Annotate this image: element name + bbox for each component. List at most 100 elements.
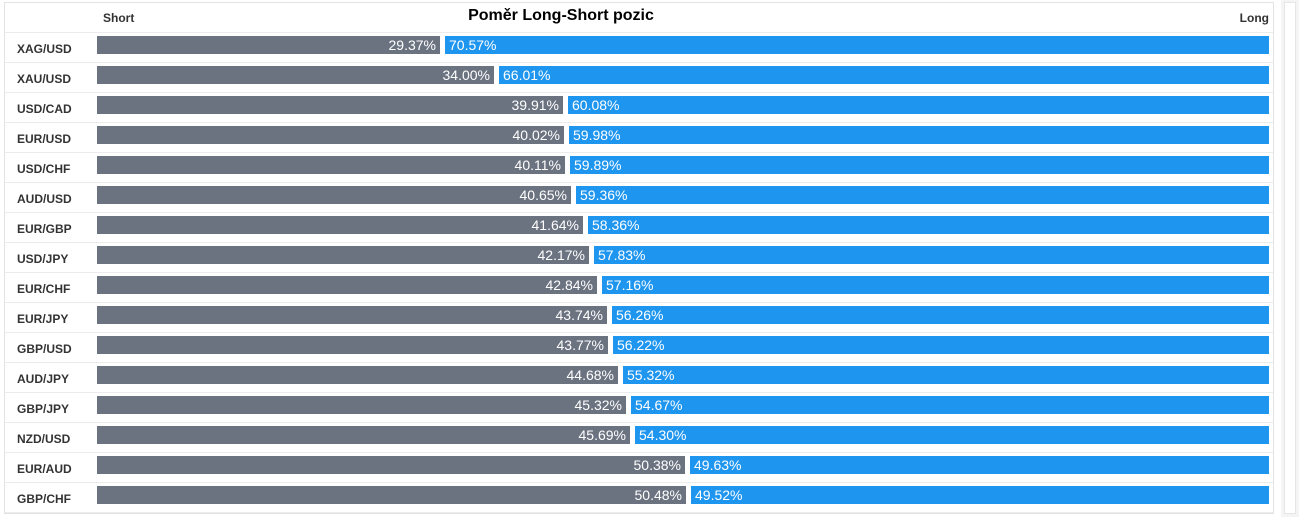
short-bar: 50.38% [97, 456, 685, 474]
short-value-label: 45.32% [574, 397, 622, 413]
vertical-scrollbar[interactable] [1281, 0, 1299, 517]
short-bar: 50.48% [97, 486, 686, 504]
category-label: EUR/USD [17, 132, 72, 146]
long-value-label: 60.08% [572, 97, 620, 113]
short-value-label: 50.48% [634, 487, 682, 503]
chart-row: GBP/JPY 45.32% 54.67% [5, 393, 1273, 423]
short-bar: 42.84% [97, 276, 597, 294]
short-bar: 29.37% [97, 36, 440, 54]
chart-title: Poměr Long-Short pozic [468, 7, 654, 24]
short-value-label: 40.02% [512, 127, 560, 143]
long-bar: 49.63% [690, 456, 1269, 474]
long-bar: 57.83% [594, 246, 1269, 264]
short-value-label: 42.84% [545, 277, 593, 293]
category-label: USD/CHF [17, 162, 71, 176]
chart-row: EUR/JPY 43.74% 56.26% [5, 303, 1273, 333]
long-bar: 57.16% [602, 276, 1269, 294]
short-value-label: 34.00% [442, 67, 490, 83]
long-value-label: 49.63% [694, 457, 742, 473]
long-bar: 49.52% [691, 486, 1269, 504]
chart-row: EUR/AUD 50.38% 49.63% [5, 453, 1273, 483]
long-value-label: 57.16% [606, 277, 654, 293]
long-axis-label: Long [1239, 11, 1269, 25]
short-bar: 45.69% [97, 426, 630, 444]
chart-row: USD/CHF 40.11% 59.89% [5, 153, 1273, 183]
chart-row: NZD/USD 45.69% 54.30% [5, 423, 1273, 453]
category-label: AUD/JPY [17, 372, 70, 386]
short-value-label: 39.91% [511, 97, 559, 113]
short-bar: 42.17% [97, 246, 589, 264]
chart-row: GBP/USD 43.77% 56.22% [5, 333, 1273, 363]
long-value-label: 59.89% [574, 157, 622, 173]
category-label: EUR/CHF [17, 282, 71, 296]
long-bar: 54.30% [635, 426, 1269, 444]
chart-row: USD/JPY 42.17% 57.83% [5, 243, 1273, 273]
short-bar: 39.91% [97, 96, 563, 114]
chart-row: XAU/USD 34.00% 66.01% [5, 63, 1273, 93]
long-value-label: 58.36% [592, 217, 640, 233]
long-value-label: 57.83% [598, 247, 646, 263]
short-bar: 41.64% [97, 216, 583, 234]
chart-row: GBP/CHF 50.48% 49.52% [5, 483, 1273, 513]
category-label: EUR/GBP [17, 222, 72, 236]
long-bar: 59.36% [576, 186, 1269, 204]
short-bar: 40.02% [97, 126, 564, 144]
short-value-label: 43.77% [556, 337, 604, 353]
short-bar: 43.77% [97, 336, 608, 354]
long-value-label: 55.32% [627, 367, 675, 383]
long-bar: 56.26% [612, 306, 1269, 324]
long-bar: 59.98% [569, 126, 1269, 144]
category-label: XAG/USD [17, 42, 72, 56]
chart-row: AUD/JPY 44.68% 55.32% [5, 363, 1273, 393]
long-value-label: 54.67% [635, 397, 683, 413]
chart-row: AUD/USD 40.65% 59.36% [5, 183, 1273, 213]
short-value-label: 50.38% [633, 457, 681, 473]
category-label: AUD/USD [17, 192, 72, 206]
long-value-label: 56.26% [616, 307, 664, 323]
short-bar: 45.32% [97, 396, 626, 414]
short-bar: 40.11% [97, 156, 565, 174]
long-bar: 58.36% [588, 216, 1269, 234]
long-value-label: 56.22% [617, 337, 665, 353]
short-value-label: 43.74% [555, 307, 603, 323]
long-bar: 70.57% [445, 36, 1269, 54]
category-label: EUR/AUD [17, 462, 72, 476]
category-label: XAU/USD [17, 72, 72, 86]
short-value-label: 44.68% [566, 367, 614, 383]
long-bar: 54.67% [631, 396, 1269, 414]
category-label: USD/JPY [17, 252, 69, 266]
long-short-chart: Short Poměr Long-Short pozic Long XAG/US… [4, 2, 1274, 514]
short-bar: 40.65% [97, 186, 571, 204]
long-value-label: 54.30% [639, 427, 687, 443]
short-bar: 44.68% [97, 366, 618, 384]
short-value-label: 41.64% [531, 217, 579, 233]
short-value-label: 42.17% [537, 247, 585, 263]
long-bar: 56.22% [613, 336, 1269, 354]
category-label: USD/CAD [17, 102, 72, 116]
category-label: GBP/JPY [17, 402, 70, 416]
long-value-label: 59.36% [580, 187, 628, 203]
long-value-label: 59.98% [573, 127, 621, 143]
scrollbar-thumb[interactable] [1284, 2, 1296, 514]
category-label: GBP/USD [17, 342, 72, 356]
long-bar: 55.32% [623, 366, 1269, 384]
short-bar: 34.00% [97, 66, 494, 84]
short-value-label: 29.37% [388, 37, 436, 53]
category-label: GBP/CHF [17, 492, 71, 506]
category-label: EUR/JPY [17, 312, 69, 326]
long-value-label: 49.52% [695, 487, 743, 503]
chart-row: EUR/GBP 41.64% 58.36% [5, 213, 1273, 243]
chart-row: XAG/USD 29.37% 70.57% [5, 33, 1273, 63]
short-value-label: 40.65% [519, 187, 567, 203]
chart-header: Short Poměr Long-Short pozic Long [5, 3, 1273, 33]
long-bar: 66.01% [499, 66, 1269, 84]
long-bar: 59.89% [570, 156, 1269, 174]
short-bar: 43.74% [97, 306, 607, 324]
long-bar: 60.08% [568, 96, 1269, 114]
chart-row: EUR/USD 40.02% 59.98% [5, 123, 1273, 153]
short-axis-label: Short [103, 11, 135, 25]
short-value-label: 40.11% [514, 157, 561, 173]
chart-row: EUR/CHF 42.84% 57.16% [5, 273, 1273, 303]
long-value-label: 70.57% [449, 37, 497, 53]
